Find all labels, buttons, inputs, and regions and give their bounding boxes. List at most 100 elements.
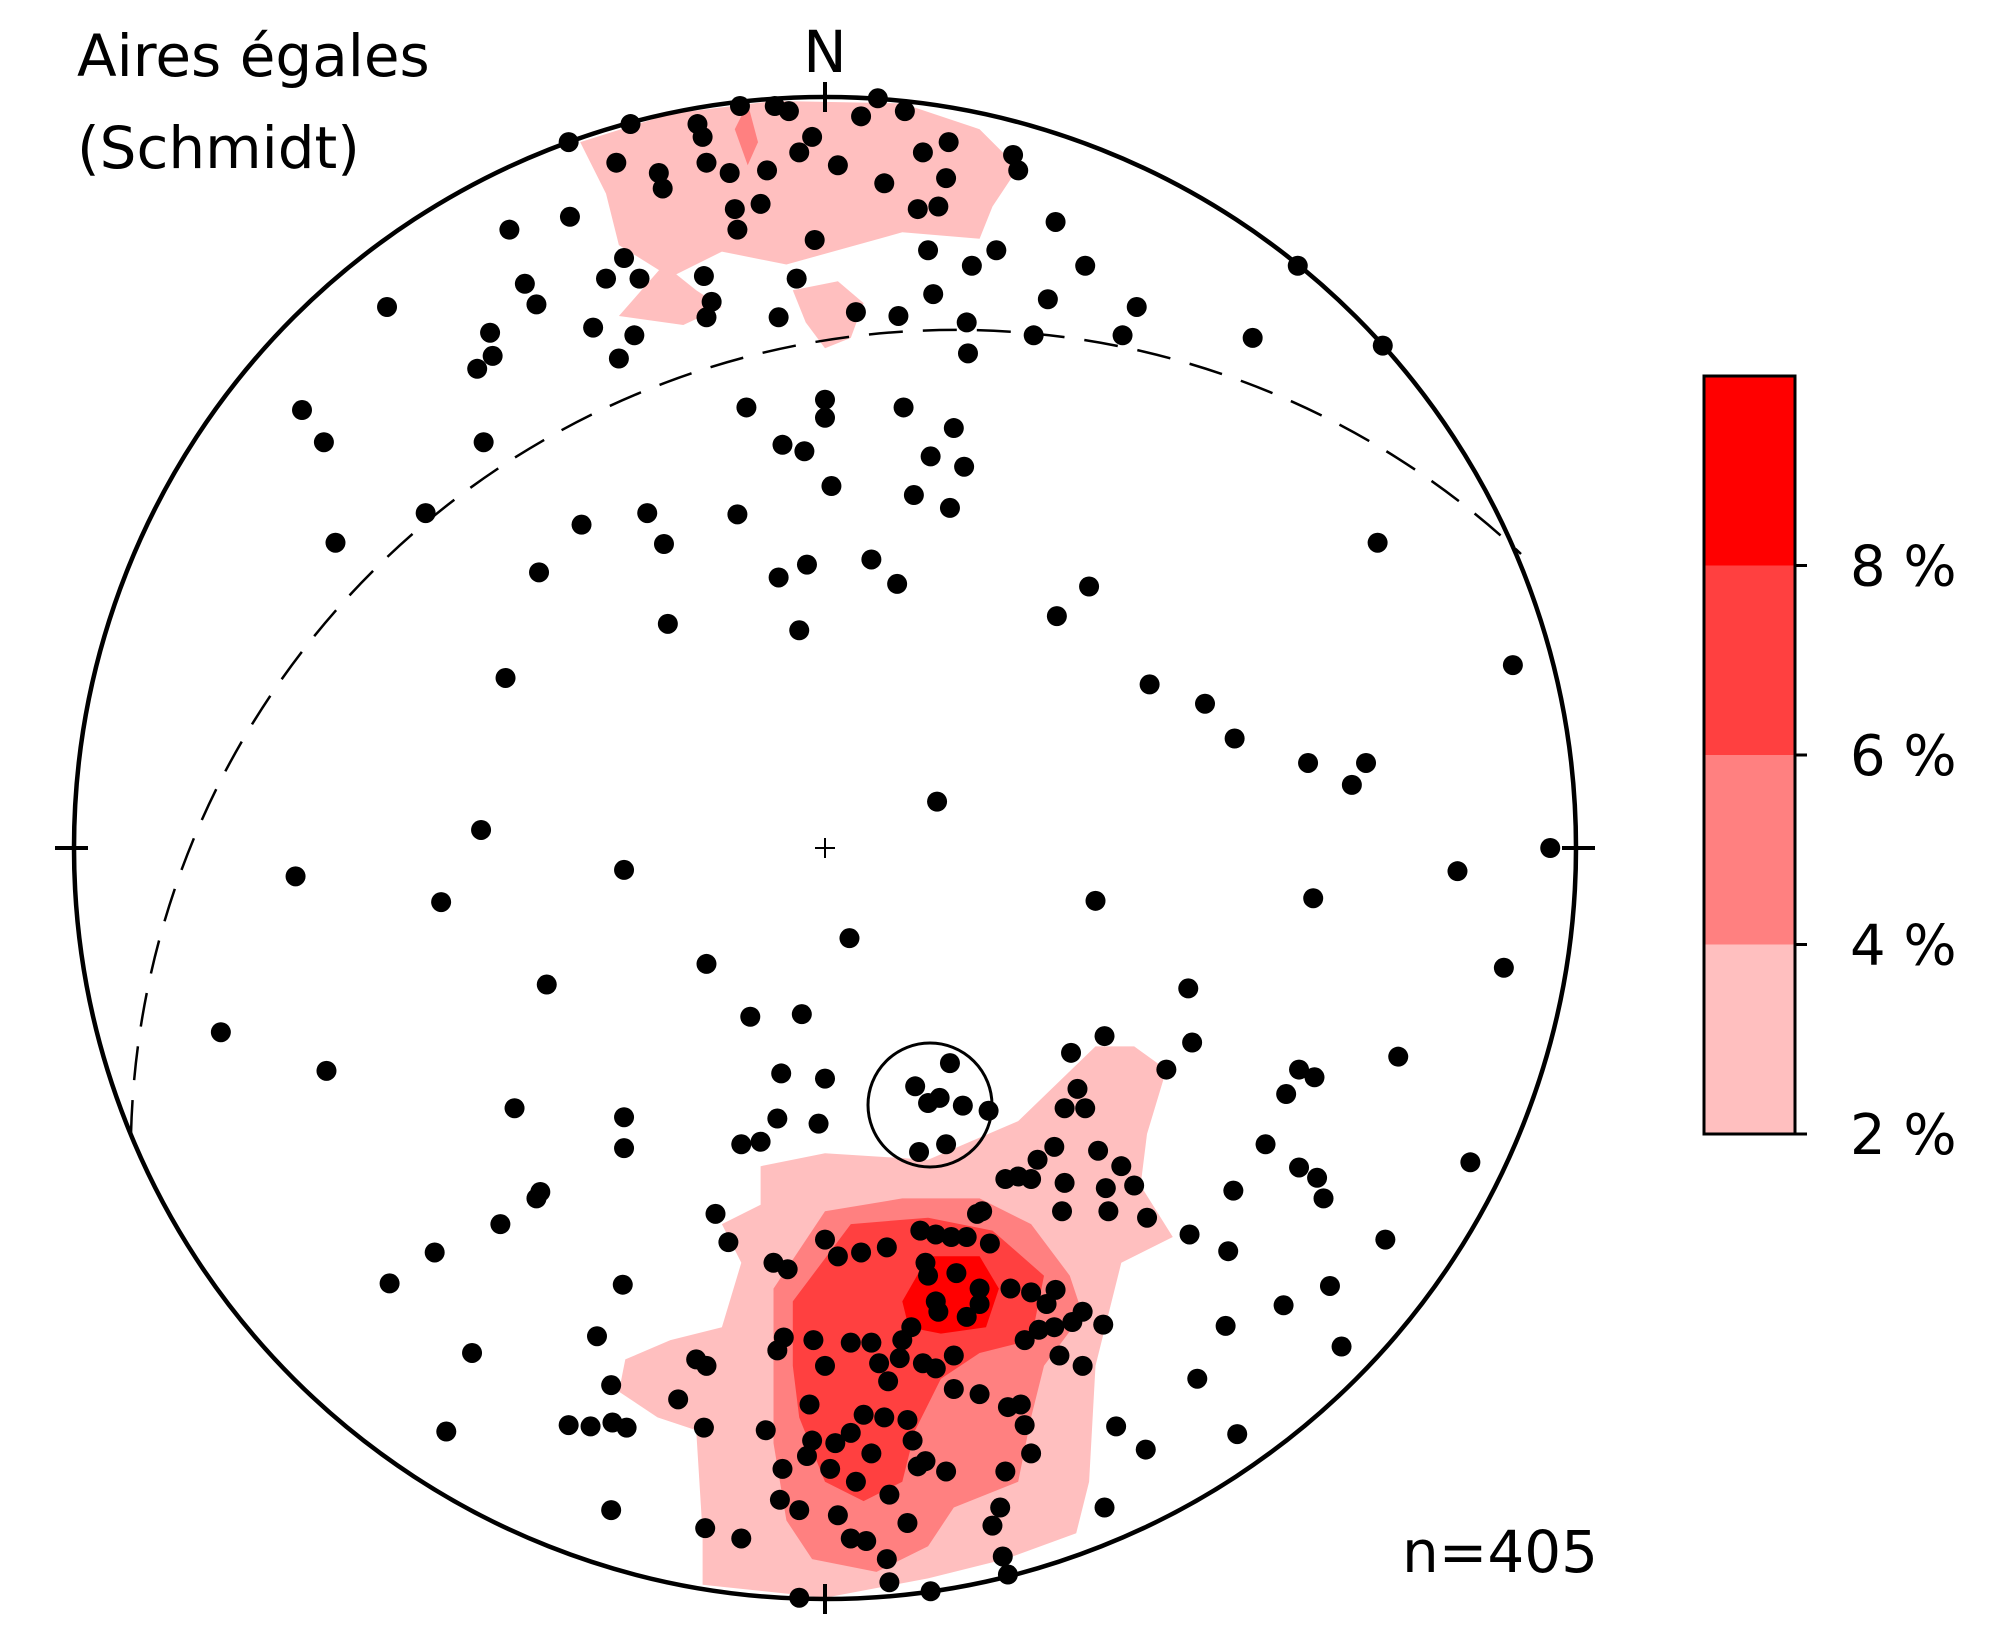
pole-point — [1298, 752, 1319, 773]
chart-title: Aires égales — [77, 22, 430, 90]
pole-point — [802, 1430, 823, 1451]
pole-point — [920, 446, 941, 467]
pole-point — [1215, 1315, 1236, 1336]
pole-point — [889, 1348, 910, 1369]
pole-point — [1307, 1167, 1328, 1188]
pole-point — [768, 567, 789, 588]
pole-point — [1003, 144, 1024, 165]
pole-point — [558, 1415, 579, 1436]
pole-point — [767, 1108, 788, 1129]
pole-point — [936, 168, 957, 189]
pole-point — [952, 1095, 973, 1116]
pole-point — [851, 1242, 872, 1263]
pole-point — [1137, 1207, 1158, 1228]
pole-point — [990, 1497, 1011, 1518]
pole-point — [773, 1327, 794, 1348]
point-layer — [210, 88, 1561, 1608]
pole-point — [802, 126, 823, 147]
pole-point — [1124, 1175, 1145, 1196]
pole-point — [1289, 1059, 1310, 1080]
pole-point — [869, 1353, 890, 1374]
pole-point — [845, 1471, 866, 1492]
pole-point — [1223, 1180, 1244, 1201]
pole-point — [995, 1461, 1016, 1482]
pole-point — [614, 859, 635, 880]
pole-point — [956, 312, 977, 333]
pole-point — [1085, 890, 1106, 911]
pole-point — [1067, 1078, 1088, 1099]
pole-point — [878, 1371, 899, 1392]
pole-point — [596, 268, 617, 289]
pole-point — [786, 268, 807, 289]
pole-point — [815, 407, 835, 428]
pole-point — [1054, 1172, 1075, 1193]
pole-point — [473, 432, 494, 453]
pole-point — [529, 562, 550, 583]
pole-point — [1112, 325, 1133, 346]
pole-point — [490, 1214, 511, 1235]
pole-point — [1061, 1042, 1082, 1063]
pole-point — [1021, 1443, 1042, 1464]
pole-point — [789, 620, 810, 641]
pole-point — [1098, 1201, 1119, 1222]
pole-point — [462, 1342, 483, 1363]
density-contour — [580, 100, 1019, 278]
pole-point — [923, 284, 944, 305]
pole-point — [668, 1389, 689, 1410]
pole-point — [696, 953, 717, 974]
pole-point — [652, 178, 673, 199]
pole-point — [1014, 1415, 1035, 1436]
pole-point — [992, 1546, 1013, 1567]
pole-point — [771, 1063, 792, 1084]
pole-point — [614, 1107, 635, 1128]
pole-point — [1367, 532, 1388, 553]
pole-point — [874, 1407, 895, 1428]
pole-point — [719, 163, 740, 184]
pole-point — [979, 1233, 1000, 1254]
pole-point — [499, 219, 520, 240]
pole-point — [526, 1188, 547, 1209]
pole-point — [624, 325, 645, 346]
pole-point — [972, 1201, 993, 1222]
pole-point — [504, 1098, 525, 1119]
pole-point — [969, 1384, 990, 1405]
pole-point — [1000, 1278, 1021, 1299]
colorbar-segment — [1704, 376, 1795, 566]
pole-point — [316, 1060, 337, 1081]
pole-point — [614, 1138, 635, 1159]
pole-point — [856, 1531, 877, 1552]
count-label: n=405 — [1402, 1518, 1598, 1586]
chart-subtitle: (Schmidt) — [77, 114, 360, 182]
pole-point — [957, 343, 978, 364]
pole-point — [1313, 1188, 1334, 1209]
pole-point — [840, 1422, 861, 1443]
pole-point — [210, 1022, 231, 1043]
pole-point — [424, 1242, 445, 1263]
pole-point — [1304, 1067, 1325, 1088]
pole-point — [815, 1068, 835, 1089]
pole-point — [736, 397, 757, 418]
pole-point — [1375, 1229, 1396, 1250]
pole-point — [876, 1237, 897, 1258]
pole-point — [768, 307, 789, 328]
pole-point — [1054, 1098, 1075, 1119]
pole-point — [1075, 255, 1096, 276]
pole-point — [1045, 211, 1066, 232]
pole-point — [559, 206, 580, 227]
pole-point — [1255, 1134, 1276, 1155]
pole-point — [1303, 888, 1324, 909]
pole-point — [796, 554, 817, 575]
density-contour — [618, 264, 722, 325]
pole-point — [616, 1417, 637, 1438]
pole-point — [892, 1330, 913, 1351]
pole-point — [1276, 1084, 1297, 1105]
pole-point — [794, 441, 815, 462]
pole-point — [1044, 1136, 1065, 1157]
pole-point — [789, 142, 810, 163]
pole-point — [815, 1229, 835, 1250]
pole-point — [969, 1278, 990, 1299]
pole-point — [536, 974, 557, 995]
pole-point — [657, 613, 678, 634]
pole-point — [285, 866, 306, 887]
